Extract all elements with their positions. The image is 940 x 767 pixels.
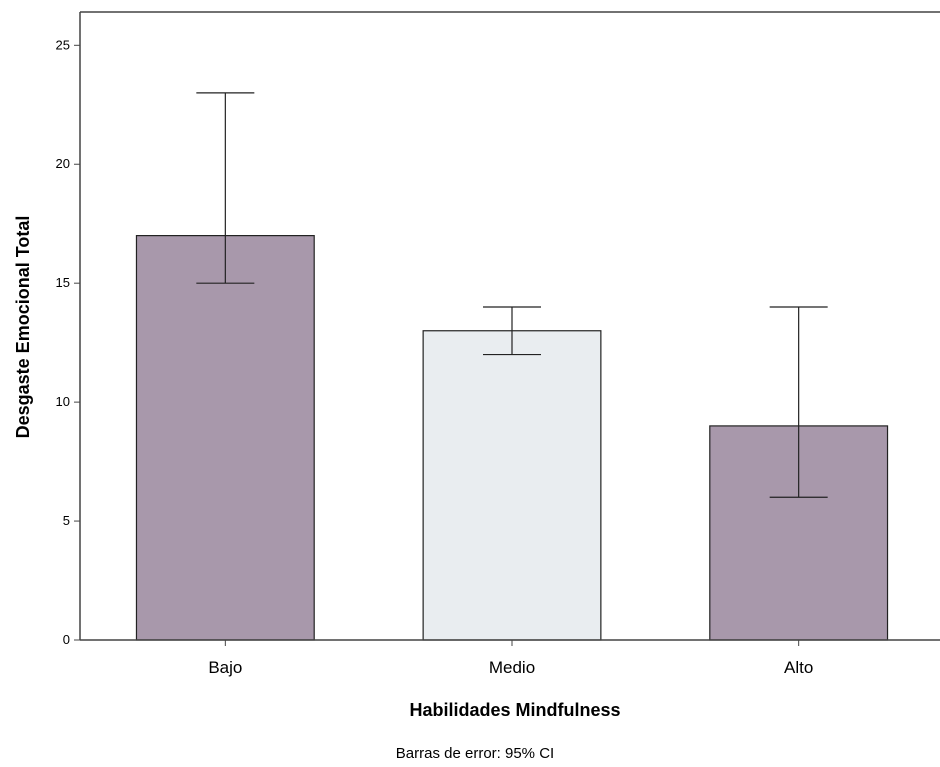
x-tick-label-bajo: Bajo [208, 658, 242, 677]
y-tick-label-10: 10 [56, 394, 70, 409]
bar-medio [422, 330, 602, 641]
y-tick-label-5: 5 [63, 513, 70, 528]
x-axis-title: Habilidades Mindfulness [409, 700, 620, 720]
y-tick-label-0: 0 [63, 632, 70, 647]
y-tick-label-25: 25 [56, 37, 70, 52]
x-axis: Bajo Medio Alto [80, 639, 940, 677]
y-tick-label-20: 20 [56, 156, 70, 171]
error-bars [196, 92, 828, 498]
bar-bajo [135, 235, 315, 641]
y-tick-label-15: 15 [56, 275, 70, 290]
x-tick-label-alto: Alto [784, 658, 813, 677]
x-tick-label-medio: Medio [489, 658, 535, 677]
y-axis: 0 5 10 15 20 25 [56, 12, 81, 647]
error-bar-footnote: Barras de error: 95% CI [396, 745, 554, 762]
y-axis-title: Desgaste Emocional Total [13, 216, 33, 439]
bars [135, 235, 889, 641]
